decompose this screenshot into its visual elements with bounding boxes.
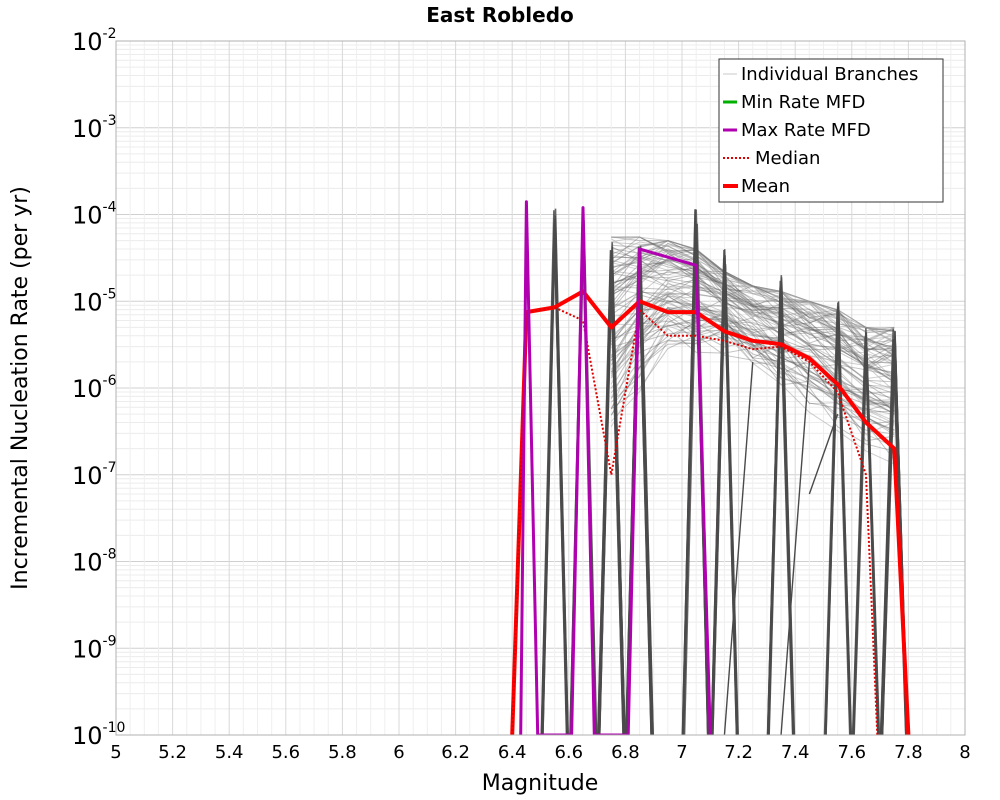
x-tick-label: 7.2 — [724, 742, 753, 763]
y-tick-label: 10-8 — [72, 547, 117, 577]
branch-line — [610, 295, 895, 414]
y-tick-label: 10-6 — [72, 373, 117, 403]
branch-line — [611, 288, 895, 395]
branch-line — [611, 258, 895, 371]
branch-line — [610, 311, 895, 411]
branch-line — [611, 251, 895, 341]
branch-spike — [852, 332, 880, 735]
branch-line — [611, 271, 895, 383]
x-tick-label: 7.4 — [781, 742, 810, 763]
branch-spike — [767, 275, 795, 735]
series-mean — [510, 289, 911, 735]
branch-spike — [540, 223, 568, 735]
x-tick-label: 7 — [676, 742, 687, 763]
branch-line — [611, 258, 895, 365]
branch-line — [611, 293, 895, 383]
plot-frame — [115, 40, 966, 736]
legend: Individual Branches Min Rate MFD Max Rate … — [718, 58, 944, 203]
x-tick-label: 5.4 — [215, 742, 244, 763]
branch-line — [611, 308, 895, 411]
branch-tail — [808, 413, 839, 495]
y-tick-labels: 10-2 10-3 10-4 10-5 10-6 10-7 10-8 10-9 10-10 — [72, 26, 125, 750]
series-lines — [510, 200, 911, 735]
branch-line — [611, 240, 895, 332]
branch-line — [610, 317, 895, 431]
branch-tail — [780, 361, 811, 735]
branch-line — [610, 306, 895, 406]
branch-line — [611, 268, 895, 364]
y-axis-label: Incremental Nucleation Rate (per yr) — [8, 186, 33, 590]
branch-spike — [824, 321, 852, 735]
branch-line — [611, 259, 895, 349]
branch-line — [610, 328, 895, 452]
x-tick-label: 6.6 — [554, 742, 583, 763]
x-tick-label: 6.8 — [611, 742, 640, 763]
branch-line — [611, 283, 895, 392]
branch-line — [611, 252, 895, 361]
x-tick-label: 5.8 — [328, 742, 357, 763]
y-tick-label: 10-4 — [72, 200, 117, 230]
legend-label: Median — [755, 148, 820, 169]
individual-branches — [540, 208, 909, 735]
branch-line — [610, 314, 895, 434]
x-tick-labels: 5 5.2 5.4 5.6 5.8 6 6.2 6.4 6.6 6.8 7 7.2 7.4 7.6 7.8 8 — [110, 742, 970, 763]
branch-line — [610, 308, 895, 413]
branch-tail — [723, 361, 754, 735]
branch-line — [611, 248, 895, 363]
x-tick-label: 7.6 — [837, 742, 866, 763]
branch-line — [610, 291, 895, 390]
x-axis-label: Magnitude — [482, 771, 599, 796]
legend-label: Max Rate MFD — [741, 120, 871, 141]
y-tick-label: 10-9 — [72, 633, 117, 663]
branch-spike — [598, 258, 626, 735]
branch-line — [611, 238, 895, 333]
y-tick-label: 10-2 — [72, 26, 117, 56]
legend-box — [718, 58, 944, 203]
branch-line — [610, 260, 895, 367]
y-tick-label: 10-7 — [72, 460, 117, 490]
x-tick-label: 7.8 — [894, 742, 923, 763]
x-tick-label: 6.2 — [441, 742, 470, 763]
branch-line — [611, 278, 895, 376]
branch-line — [610, 270, 895, 374]
branch-line — [610, 287, 895, 399]
branch-line — [610, 311, 895, 425]
series-max-rate-mfd — [519, 200, 712, 735]
y-tick-label: 10-3 — [72, 113, 117, 143]
branch-line — [611, 240, 895, 351]
branch-spike — [710, 268, 738, 735]
x-tick-label: 5.6 — [271, 742, 300, 763]
branch-line — [611, 334, 895, 461]
x-tick-label: 8 — [959, 742, 970, 763]
y-tick-label: 10-10 — [72, 720, 125, 750]
series-median — [511, 306, 879, 735]
y-tick-label: 10-5 — [72, 286, 117, 316]
branch-line — [610, 317, 895, 426]
x-tick-label: 6 — [393, 742, 404, 763]
x-tick-label: 5.2 — [158, 742, 187, 763]
branch-spike — [681, 220, 709, 735]
branch-line — [610, 335, 895, 442]
x-tick-label: 6.4 — [498, 742, 527, 763]
branch-spike — [597, 259, 624, 735]
branch-line — [610, 295, 895, 407]
branch-spike — [542, 208, 569, 735]
legend-label: Mean — [741, 176, 790, 197]
legend-label: Individual Branches — [741, 64, 918, 85]
chart-title: East Robledo — [426, 3, 574, 27]
branch-line — [611, 250, 895, 348]
branch-line — [611, 236, 895, 342]
branch-line — [611, 240, 895, 341]
legend-label: Min Rate MFD — [741, 92, 865, 113]
branch-line — [610, 306, 895, 416]
branch-line — [611, 258, 895, 373]
branch-line — [611, 273, 895, 381]
x-tick-label: 5 — [110, 742, 121, 763]
branch-line — [610, 262, 895, 370]
